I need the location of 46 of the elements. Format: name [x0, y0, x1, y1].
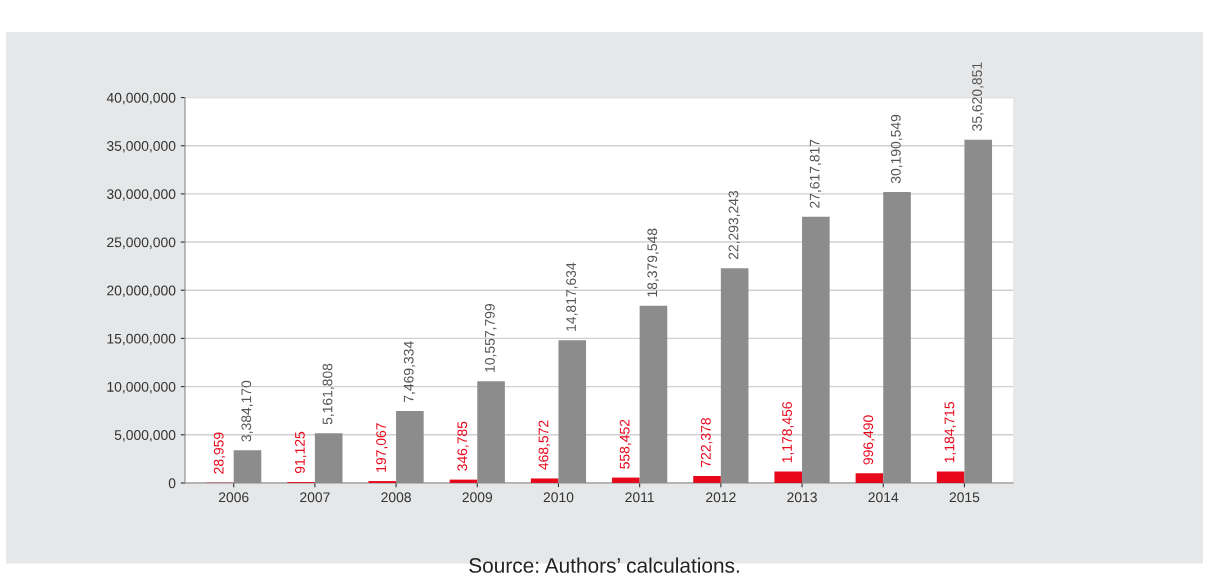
data-label: 996,490 — [863, 415, 875, 465]
data-label: 35,620,851 — [972, 62, 984, 131]
data-label: 558,452 — [619, 419, 632, 469]
data-label: 346,785 — [457, 421, 469, 471]
x-tick-label: 2009 — [462, 492, 493, 503]
data-label: 22,293,243 — [728, 190, 741, 260]
y-tick-label: 40,000,000 — [106, 92, 176, 105]
x-tick-label: 2015 — [949, 492, 980, 503]
y-tick-label: 35,000,000 — [106, 141, 176, 153]
data-label: 28,959 — [213, 432, 226, 474]
y-tick-label: 10,000,000 — [107, 381, 176, 394]
bar — [774, 471, 803, 483]
data-label: 722,378 — [700, 418, 713, 467]
bar — [530, 478, 559, 483]
bar — [936, 471, 965, 483]
data-label: 5,161,808 — [322, 363, 335, 425]
data-label: 197,067 — [376, 423, 388, 472]
y-tick-label: 20,000,000 — [107, 285, 176, 298]
x-tick-label: 2013 — [787, 492, 817, 503]
data-label: 10,557,799 — [484, 304, 497, 372]
source-note: Source: Authors’ calculations. — [469, 557, 739, 573]
bar — [693, 476, 721, 483]
x-tick-label: 2008 — [381, 492, 411, 503]
bar — [855, 473, 884, 483]
y-tick-label: 5,000,000 — [114, 430, 176, 442]
data-label: 18,379,548 — [647, 228, 659, 297]
y-tick-label: 0 — [168, 478, 176, 489]
data-label: 91,125 — [294, 431, 307, 474]
data-label: 30,190,549 — [890, 114, 903, 184]
data-label: 3,384,170 — [241, 380, 253, 442]
x-tick-label: 2010 — [543, 492, 574, 503]
data-label: 27,617,817 — [809, 139, 822, 208]
x-tick-label: 2012 — [706, 492, 736, 503]
x-tick-label: 2011 — [625, 492, 654, 503]
x-tick-label: 2007 — [300, 492, 330, 503]
data-label: 7,469,334 — [403, 341, 416, 402]
data-label: 468,572 — [538, 420, 551, 470]
x-tick-label: 2014 — [868, 492, 899, 503]
data-label: 1,178,456 — [782, 402, 794, 463]
data-label: 14,817,634 — [566, 262, 578, 331]
y-tick-label: 15,000,000 — [107, 333, 176, 346]
x-tick-label: 2006 — [218, 492, 249, 503]
y-tick-label: 30,000,000 — [106, 189, 176, 201]
data-label: 1,184,715 — [944, 402, 956, 463]
y-tick-label: 25,000,000 — [107, 237, 176, 249]
bar — [612, 477, 640, 483]
